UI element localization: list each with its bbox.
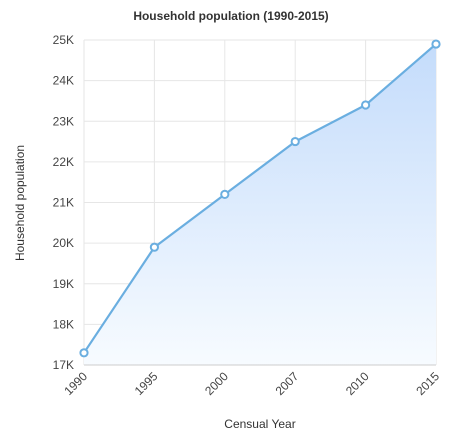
y-tick-label: 18K (53, 317, 74, 331)
y-axis-ticks: 17K 18K 19K 20K 21K 22K 23K 24K 25K (53, 33, 74, 372)
data-point-2007 (290, 136, 300, 147)
y-axis-title: Household population (13, 145, 27, 261)
x-tick-label: 1990 (61, 369, 90, 398)
y-tick-label: 24K (53, 74, 74, 88)
y-tick-label: 23K (53, 114, 74, 128)
area-fill (84, 44, 436, 365)
y-tick-label: 25K (53, 33, 74, 47)
x-axis-title: Censual Year (224, 417, 295, 431)
y-tick-label: 22K (53, 155, 74, 169)
data-point-2010 (361, 100, 371, 110)
data-point-2000 (220, 189, 230, 199)
x-tick-label: 2015 (413, 369, 442, 398)
y-tick-label: 20K (53, 236, 74, 250)
x-tick-label: 2007 (273, 369, 302, 398)
x-tick-label: 2010 (343, 369, 372, 398)
data-point-1990 (79, 348, 89, 358)
y-tick-label: 19K (53, 277, 74, 291)
y-tick-label: 21K (53, 196, 74, 210)
chart-title: Household population (1990-2015) (133, 9, 328, 23)
x-tick-label: 1995 (132, 369, 161, 398)
data-points (79, 39, 441, 358)
x-axis-ticks: 1990 1995 2000 2007 2010 2015 (61, 369, 442, 398)
x-tick-label: 2000 (202, 369, 231, 398)
data-point-1995 (149, 242, 159, 252)
series-line (83, 43, 437, 354)
y-tick-label: 17K (53, 358, 74, 372)
data-point-2015 (431, 39, 441, 49)
